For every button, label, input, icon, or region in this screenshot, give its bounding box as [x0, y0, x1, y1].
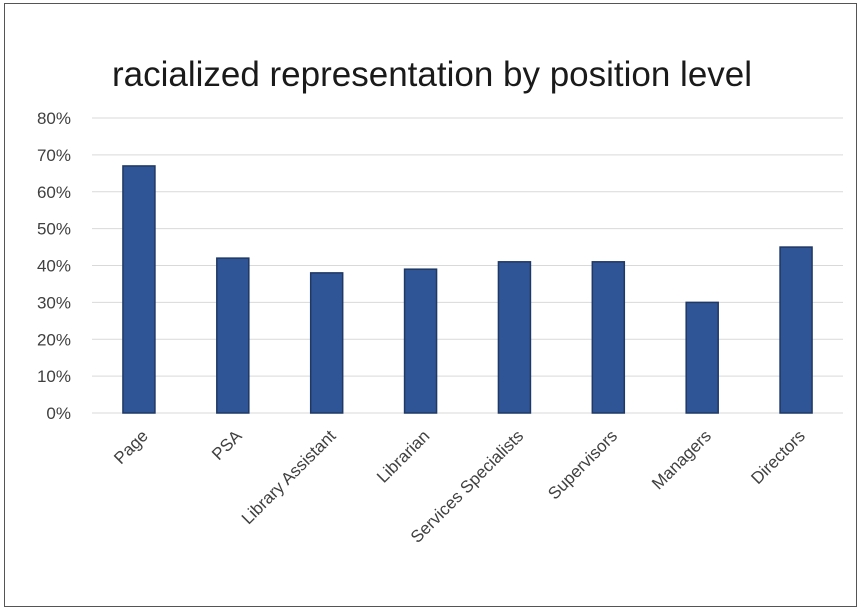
y-tick-label: 10%	[37, 367, 71, 386]
x-tick-label: Directors	[747, 426, 809, 488]
bars	[122, 165, 813, 414]
bar	[122, 165, 156, 414]
x-tick-label: Page	[110, 426, 152, 468]
gridlines	[92, 117, 843, 414]
bar	[216, 257, 250, 414]
y-tick-label: 50%	[37, 220, 71, 239]
y-axis-tick-labels: 0% 10% 20% 30% 40% 50% 60% 70% 80%	[37, 109, 71, 423]
bar	[779, 246, 813, 414]
x-tick-label: PSA	[208, 426, 246, 464]
y-tick-label: 60%	[37, 183, 71, 202]
y-tick-label: 40%	[37, 257, 71, 276]
bar-chart: racialized representation by position le…	[37, 55, 843, 547]
y-tick-label: 30%	[37, 293, 71, 312]
bar	[591, 261, 626, 414]
y-tick-label: 0%	[46, 404, 71, 423]
chart-frame: racialized representation by position le…	[4, 3, 857, 607]
x-tick-label: Supervisors	[544, 426, 621, 503]
x-tick-label: Managers	[648, 426, 715, 493]
bar	[403, 268, 438, 414]
bar	[685, 301, 719, 414]
bar	[497, 261, 532, 414]
bar	[309, 272, 344, 414]
y-tick-label: 80%	[37, 109, 71, 128]
x-tick-label: Librarian	[373, 426, 433, 486]
x-tick-label: Library Assistant	[238, 426, 340, 528]
y-tick-label: 20%	[37, 330, 71, 349]
chart-title: racialized representation by position le…	[112, 55, 752, 94]
y-tick-label: 70%	[37, 146, 71, 165]
